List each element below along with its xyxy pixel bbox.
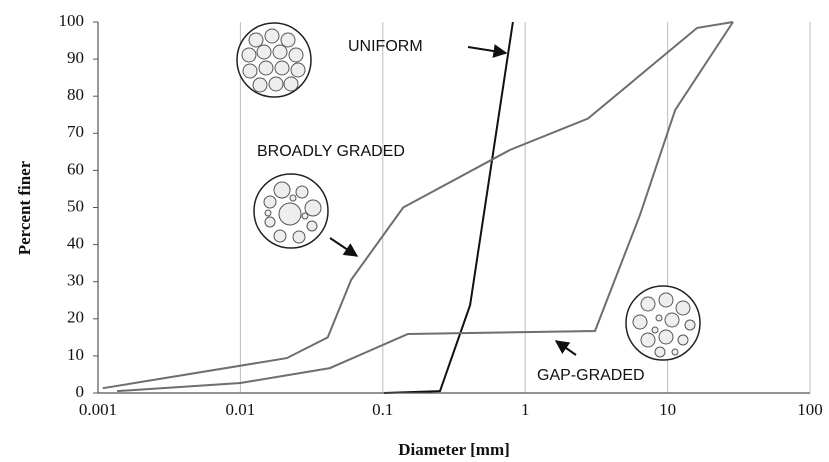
x-axis-label: Diameter [mm] [398,440,510,459]
arrow [330,238,357,256]
y-tick-label: 80 [67,85,84,104]
y-tick-label: 10 [67,345,84,364]
x-tick-label: 0.01 [226,400,256,419]
arrow [468,47,506,53]
x-tick-label: 0.1 [372,400,393,419]
uniform-icon [237,23,311,97]
y-tick-label: 40 [67,234,84,253]
y-tick-label: 90 [67,48,84,67]
y-tick-label: 0 [76,382,85,401]
annotation: UNIFORM [348,38,423,55]
y-tick-label: 20 [67,308,84,327]
y-axis-label: Percent finer [15,160,34,255]
chart: Diameter [mm] Percent finer 0.001 0.01 0.1… [0,0,829,462]
annotation: BROADLY GRADED [257,143,405,160]
y-tick-label: 100 [59,11,85,30]
y-tick-label: 70 [67,122,84,141]
y-tick-label: 50 [67,196,84,215]
y-tick-label: 60 [67,159,84,178]
broadly-graded-icon [254,174,328,248]
y-tick-label: 30 [67,271,84,290]
gap-graded-icon [626,286,700,360]
x-tick-label: 1 [521,400,530,419]
annotation: GAP-GRADED [537,367,645,384]
arrow [556,341,576,355]
x-tick-label: 0.001 [79,400,117,419]
x-tick-label: 100 [797,400,823,419]
x-tick-label: 10 [659,400,676,419]
